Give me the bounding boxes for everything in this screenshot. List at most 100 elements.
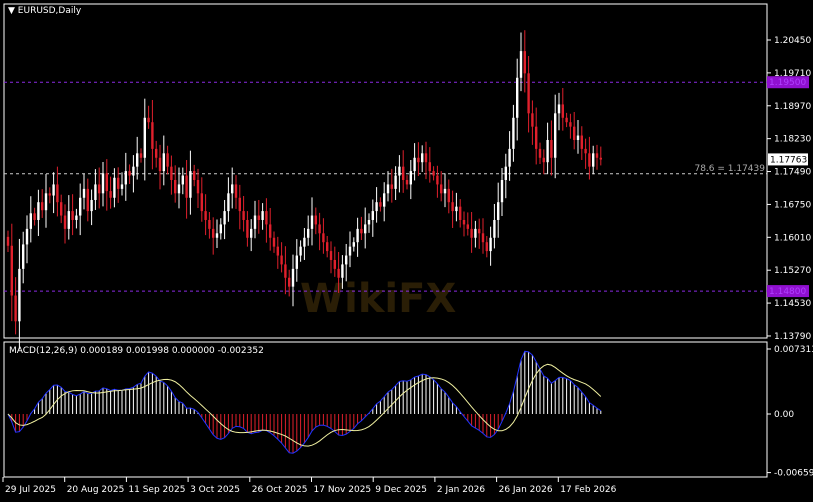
candle-body bbox=[595, 153, 599, 158]
candle bbox=[497, 182, 500, 238]
candle bbox=[542, 149, 545, 175]
candle-body bbox=[269, 224, 272, 238]
candle bbox=[223, 199, 226, 240]
candle-body bbox=[432, 171, 435, 176]
price-tick-label: 1.20450 bbox=[774, 36, 811, 46]
candle bbox=[307, 215, 310, 246]
candle-body bbox=[379, 202, 382, 207]
candle bbox=[177, 167, 181, 209]
candle-body bbox=[18, 268, 21, 322]
candle bbox=[478, 218, 481, 249]
candle bbox=[212, 217, 215, 255]
candle bbox=[276, 236, 279, 269]
candle-body bbox=[166, 153, 169, 167]
candle-body bbox=[215, 233, 219, 238]
candle-body bbox=[272, 237, 276, 247]
candle-body bbox=[561, 104, 564, 118]
candle bbox=[455, 192, 458, 222]
candle-body bbox=[246, 219, 249, 238]
candle bbox=[462, 211, 466, 237]
candle bbox=[584, 138, 587, 169]
candle-body bbox=[79, 197, 82, 216]
candle bbox=[170, 155, 173, 195]
candle-body bbox=[360, 228, 363, 234]
date-tick-label: 26 Jan 2026 bbox=[499, 485, 553, 495]
candle bbox=[402, 150, 405, 193]
candle-body bbox=[181, 175, 184, 185]
candle-body bbox=[417, 157, 420, 163]
candle-body bbox=[158, 157, 162, 172]
candle bbox=[132, 155, 135, 193]
candle bbox=[417, 142, 420, 176]
candle-body bbox=[462, 219, 466, 225]
candle bbox=[383, 182, 386, 222]
candle bbox=[75, 208, 78, 229]
candle bbox=[310, 197, 314, 246]
candle bbox=[79, 183, 82, 236]
macd-tick-label: 0.00 bbox=[774, 410, 794, 420]
candle bbox=[531, 100, 534, 145]
candle-body bbox=[82, 188, 86, 198]
candle-body bbox=[155, 148, 158, 158]
candle bbox=[155, 140, 158, 168]
signal-line bbox=[7, 363, 602, 447]
candle bbox=[174, 165, 177, 203]
candle-body bbox=[588, 153, 591, 167]
candle-body bbox=[352, 242, 355, 247]
candle bbox=[333, 246, 336, 277]
candle bbox=[253, 200, 257, 239]
candle-body bbox=[238, 197, 241, 212]
candle-body bbox=[455, 206, 458, 212]
candle-body bbox=[451, 202, 454, 212]
triangle-down-icon[interactable]: ▼ bbox=[8, 6, 15, 16]
candle-body bbox=[143, 117, 146, 158]
candle bbox=[341, 255, 344, 289]
candle-body bbox=[33, 213, 36, 220]
fib-level-label: 78.6 = 1.17439 bbox=[694, 164, 765, 174]
candle-body bbox=[200, 193, 203, 212]
candle-body bbox=[223, 211, 226, 225]
candle bbox=[386, 171, 390, 202]
candle bbox=[405, 175, 409, 190]
candle bbox=[139, 148, 143, 163]
candle bbox=[196, 168, 200, 208]
candle bbox=[364, 207, 367, 249]
candle bbox=[394, 166, 397, 200]
candle-body bbox=[569, 122, 572, 127]
candle bbox=[523, 30, 526, 93]
candle bbox=[269, 207, 272, 251]
candle bbox=[337, 251, 340, 293]
candle bbox=[588, 136, 591, 180]
candle bbox=[101, 161, 105, 207]
candle bbox=[485, 235, 488, 258]
price-tick-label: 1.18970 bbox=[774, 102, 811, 112]
candle-body bbox=[219, 224, 222, 234]
candle-body bbox=[333, 259, 336, 269]
candle bbox=[348, 231, 352, 268]
candle bbox=[356, 217, 359, 257]
candle-body bbox=[550, 139, 553, 158]
candle bbox=[200, 177, 203, 222]
candle bbox=[428, 147, 431, 183]
candle-body bbox=[29, 213, 32, 229]
candle bbox=[550, 120, 553, 176]
candle-body bbox=[170, 166, 173, 180]
macd-pane-frame bbox=[3, 341, 768, 478]
candle-body bbox=[409, 171, 412, 185]
candle bbox=[158, 144, 162, 190]
candle-body bbox=[383, 193, 386, 207]
candle-body bbox=[447, 188, 450, 203]
candle bbox=[352, 237, 355, 252]
candle bbox=[234, 175, 238, 209]
candle bbox=[318, 212, 321, 251]
candle-body bbox=[128, 171, 131, 176]
date-tick-label: 26 Oct 2025 bbox=[252, 485, 308, 495]
candle-body bbox=[242, 211, 245, 220]
candle-body bbox=[314, 215, 317, 225]
candle-body bbox=[508, 148, 511, 167]
candle bbox=[14, 277, 17, 335]
candle-body bbox=[196, 179, 200, 194]
candle-body bbox=[485, 242, 488, 252]
candle bbox=[595, 144, 599, 170]
